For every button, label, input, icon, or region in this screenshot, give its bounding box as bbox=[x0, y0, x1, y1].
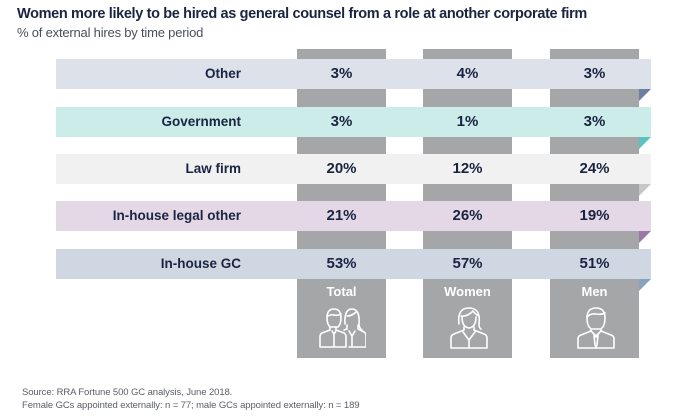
row-label: In-house legal other bbox=[112, 208, 241, 223]
cell-total-government: 3% bbox=[330, 113, 353, 130]
row-fold-corner bbox=[639, 184, 651, 196]
cell-women-law-firm: 12% bbox=[452, 160, 483, 177]
table-row-in-house-legal-other bbox=[56, 201, 651, 231]
cell-women-in-house-legal-other: 26% bbox=[452, 207, 483, 224]
row-label: Other bbox=[204, 66, 241, 81]
row-fold-corner bbox=[639, 89, 651, 101]
row-label: Law firm bbox=[185, 161, 241, 176]
row-fold-corner bbox=[639, 279, 651, 291]
cell-women-government: 1% bbox=[456, 113, 479, 130]
column-label-women: Women bbox=[444, 284, 491, 299]
cell-women-other: 4% bbox=[456, 65, 479, 82]
cell-men-other: 3% bbox=[583, 65, 606, 82]
table-row-law-firm bbox=[56, 154, 651, 184]
chart-subtitle: % of external hires by time period bbox=[17, 25, 204, 40]
column-label-total: Total bbox=[326, 284, 357, 299]
row-fold-corner bbox=[639, 137, 651, 149]
cell-women-in-house-gc: 57% bbox=[452, 255, 483, 272]
cell-total-other: 3% bbox=[330, 65, 353, 82]
table-row-in-house-gc bbox=[56, 249, 651, 279]
chart-title: Women more likely to be hired as general… bbox=[17, 6, 587, 22]
man-and-woman-icon bbox=[319, 308, 366, 348]
cell-men-government: 3% bbox=[583, 113, 606, 130]
man-icon bbox=[577, 307, 615, 349]
cell-men-in-house-gc: 51% bbox=[579, 255, 610, 272]
woman-icon bbox=[450, 307, 488, 349]
sample-size-line: Female GCs appointed externally: n = 77;… bbox=[22, 400, 360, 411]
row-fold-corner bbox=[639, 231, 651, 243]
source-line: Source: RRA Fortune 500 GC analysis, Jun… bbox=[22, 387, 233, 398]
cell-total-in-house-gc: 53% bbox=[326, 255, 357, 272]
table-row-other bbox=[56, 59, 651, 89]
source-note: Source: RRA Fortune 500 GC analysis, Jun… bbox=[22, 386, 360, 412]
row-label: Government bbox=[161, 114, 241, 129]
cell-men-in-house-legal-other: 19% bbox=[579, 207, 610, 224]
cell-men-law-firm: 24% bbox=[579, 160, 610, 177]
cell-total-law-firm: 20% bbox=[326, 160, 357, 177]
column-label-men: Men bbox=[581, 284, 608, 299]
cell-total-in-house-legal-other: 21% bbox=[326, 207, 357, 224]
table-row-government bbox=[56, 107, 651, 137]
row-label: In-house GC bbox=[160, 256, 241, 271]
